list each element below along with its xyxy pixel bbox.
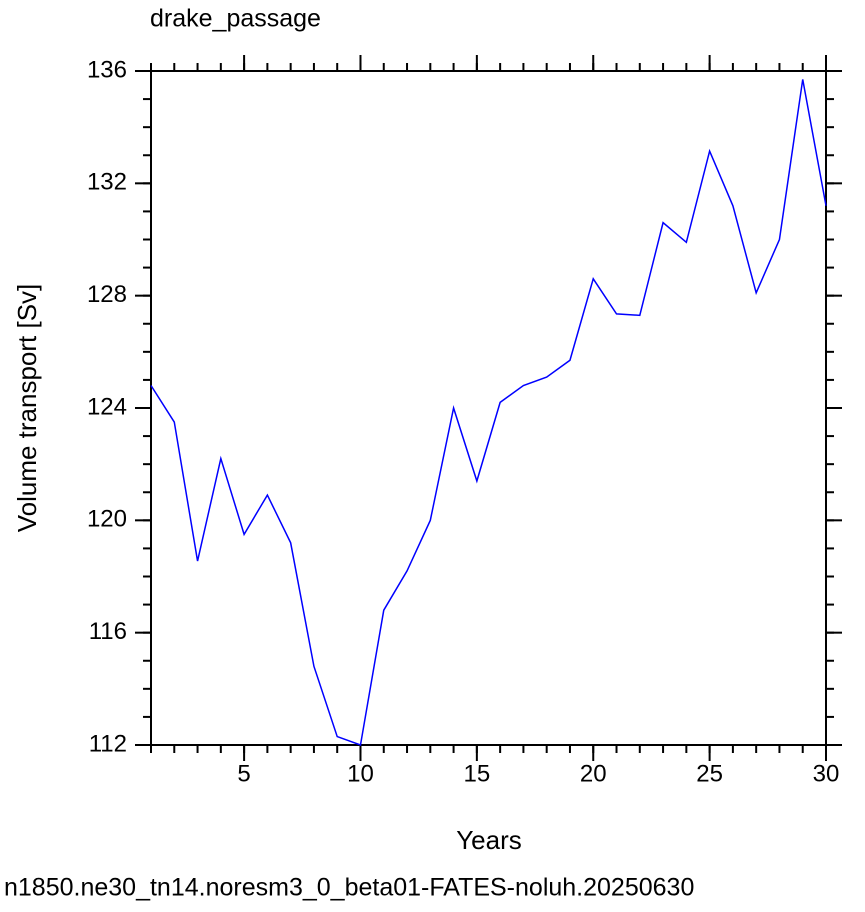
y-tick-label: 120 (87, 506, 127, 533)
x-tick-label: 15 (464, 760, 491, 787)
x-tick-label: 5 (237, 760, 250, 787)
x-axis-label: Years (456, 825, 522, 855)
x-tick-label: 20 (580, 760, 607, 787)
y-tick-label: 136 (87, 56, 127, 83)
y-tick-label: 128 (87, 281, 127, 308)
y-tick-label: 124 (87, 393, 127, 420)
x-tick-label: 10 (347, 760, 374, 787)
y-tick-label: 116 (89, 618, 127, 645)
y-axis-label: Volume transport [Sv] (12, 284, 42, 533)
data-line (150, 79, 827, 747)
x-tick-label: 30 (813, 760, 840, 787)
x-tick-label: 25 (696, 760, 723, 787)
footer: n1850.ne30_tn14.noresm3_0_beta01-FATES-n… (4, 874, 694, 902)
y-tick-label: 112 (89, 730, 127, 757)
chart-title: drake_passage (150, 5, 321, 33)
y-tick-label: 132 (87, 169, 127, 196)
plot-frame (150, 70, 827, 746)
